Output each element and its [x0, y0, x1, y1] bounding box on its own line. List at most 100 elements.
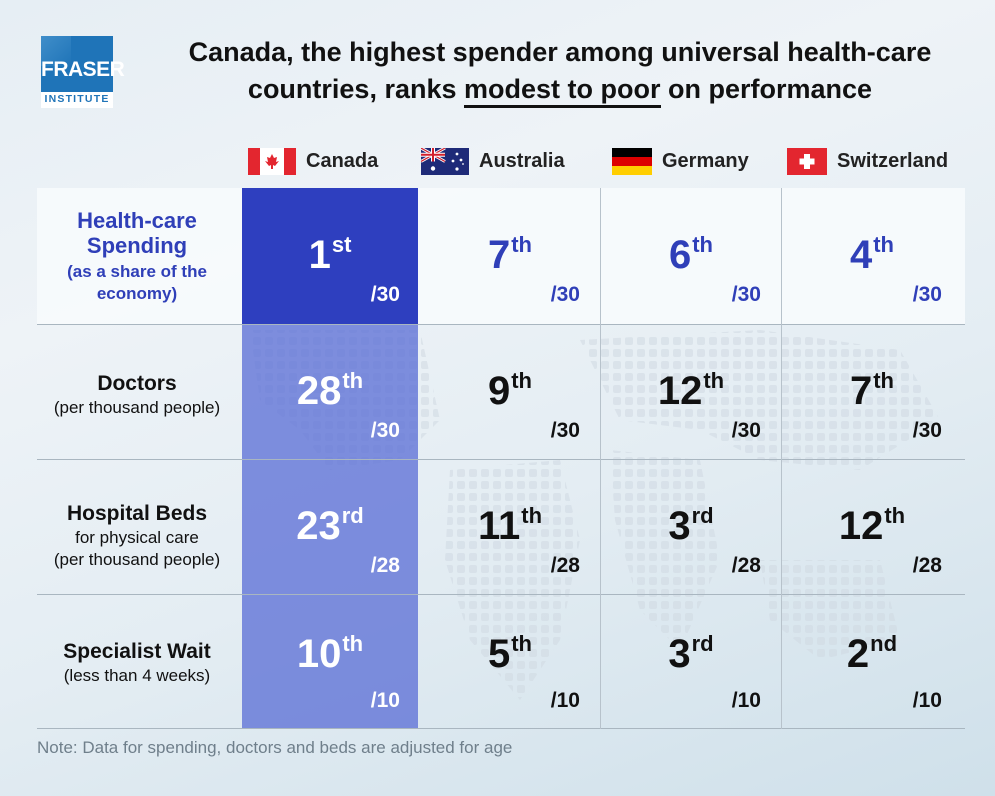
footnote: Note: Data for spending, doctors and bed…: [37, 738, 513, 757]
row-subtitle-spending: (as a share of the economy): [67, 262, 207, 303]
title-line-2-end: on performance: [660, 74, 873, 104]
rank-total: /30: [370, 419, 400, 442]
title-line-2: countries, ranks modest to poor on perfo…: [140, 71, 980, 108]
rank-cell: 12th /30: [601, 324, 781, 459]
rank-number: 9: [487, 369, 511, 413]
fraser-institute-logo: FRASER INSTITUTE: [41, 36, 125, 108]
rank-suffix: th: [703, 368, 725, 393]
spending-row-background: [37, 188, 965, 324]
rank-cell: 3rd /10: [601, 594, 781, 729]
rank-number: 3: [668, 632, 691, 676]
canada-flag-icon: [248, 147, 296, 175]
row-title-doctors: Doctors: [97, 372, 177, 395]
rank-cell: 9th /30: [420, 324, 600, 459]
rank-total: /30: [731, 419, 761, 442]
rank-total: /28: [550, 554, 580, 577]
row-title-spending: Health-care Spending: [77, 208, 197, 258]
row-title-beds: Hospital Beds: [66, 502, 208, 525]
rank-cell: 5th /10: [420, 594, 600, 729]
rank-total: /30: [370, 283, 400, 306]
row-divider: [37, 728, 965, 729]
rank-total: /10: [550, 689, 580, 712]
switzerland-flag-icon: [787, 147, 827, 175]
rank-suffix: rd: [691, 503, 714, 528]
rank-value: 2nd: [782, 631, 962, 676]
rank-number: 5: [487, 632, 511, 676]
rank-suffix: th: [511, 368, 532, 393]
rank-suffix: th: [342, 631, 364, 656]
rank-number: 12: [838, 504, 884, 548]
canada-column-highlight: [242, 324, 418, 729]
row-subtitle-beds: for physical care: [75, 528, 199, 547]
rank-number: 12: [657, 369, 703, 413]
rank-value: 1st: [240, 232, 420, 277]
row-label-spending: Health-care Spending (as a share of the …: [37, 208, 237, 305]
rank-cell: 12th /28: [782, 459, 962, 594]
rank-cell: 11th /28: [420, 459, 600, 594]
rank-number: 28: [296, 369, 342, 413]
rank-suffix: th: [521, 503, 543, 528]
rank-value: 9th: [420, 368, 600, 413]
rank-suffix: st: [331, 232, 352, 257]
rank-total: /30: [731, 283, 761, 306]
row-divider: [37, 459, 965, 460]
rank-suffix: rd: [341, 503, 364, 528]
country-header-canada: Canada: [248, 145, 378, 177]
country-name-australia: Australia: [479, 149, 565, 172]
rank-number: 7: [487, 233, 511, 277]
rank-number: 3: [668, 504, 691, 548]
rank-value: 3rd: [601, 503, 781, 548]
row-title-specialist: Specialist Wait: [63, 640, 211, 663]
rank-total: /10: [731, 689, 761, 712]
rank-total: /10: [912, 689, 942, 712]
logo-wordmark: FRASER: [41, 58, 125, 81]
country-header-row: Canada Australia: [0, 145, 995, 177]
australia-flag-icon: [421, 147, 469, 175]
rank-cell: 2nd /10: [782, 594, 962, 729]
row-label-beds: Hospital Beds for physical care (per tho…: [37, 501, 237, 571]
rank-suffix: th: [511, 631, 532, 656]
rank-cell: 28th /30: [240, 324, 420, 459]
column-divider: [600, 188, 601, 729]
chart-title: Canada, the highest spender among univer…: [140, 34, 980, 108]
rank-total: /30: [912, 283, 942, 306]
rank-total: /28: [731, 554, 761, 577]
rank-number: 10: [296, 632, 342, 676]
row-divider: [37, 594, 965, 595]
row-label-doctors: Doctors (per thousand people): [37, 371, 237, 419]
ranking-table: Health-care Spending (as a share of the …: [37, 188, 965, 729]
germany-flag-icon: [612, 147, 652, 175]
country-name-canada: Canada: [306, 149, 379, 172]
rank-total: /28: [912, 554, 942, 577]
rank-suffix: nd: [870, 631, 898, 656]
rank-cell: 4th /30: [782, 188, 962, 323]
rank-number: 1: [308, 233, 331, 277]
rank-cell: 10th /10: [240, 594, 420, 729]
rank-value: 12th: [782, 503, 962, 548]
country-name-germany: Germany: [662, 149, 749, 172]
rank-suffix: th: [884, 503, 906, 528]
rank-number: 23: [296, 504, 341, 548]
rank-value: 23rd: [240, 503, 420, 548]
country-header-switzerland: Switzerland: [787, 145, 948, 177]
rank-total: /10: [370, 689, 400, 712]
rank-cell: 3rd /28: [601, 459, 781, 594]
rank-value: 10th: [240, 631, 420, 676]
row-subtitle-doctors: (per thousand people): [53, 398, 221, 417]
rank-total: /30: [550, 283, 580, 306]
title-line-2-start: countries, ranks: [247, 74, 465, 104]
rank-cell: 1st /30: [240, 188, 420, 323]
column-divider: [781, 188, 782, 729]
rank-suffix: rd: [691, 631, 714, 656]
rank-number: 2: [846, 632, 870, 676]
rank-value: 7th: [420, 232, 600, 277]
row-divider: [37, 324, 965, 325]
canada-spending-highlight: [242, 188, 418, 324]
rank-suffix: th: [873, 232, 894, 257]
rank-value: 11th: [420, 503, 600, 548]
rank-number: 11: [477, 504, 521, 548]
title-line-1: Canada, the highest spender among univer…: [188, 37, 932, 67]
rank-cell: 7th /30: [420, 188, 600, 323]
country-name-switzerland: Switzerland: [837, 149, 949, 172]
rank-suffix: th: [511, 232, 532, 257]
